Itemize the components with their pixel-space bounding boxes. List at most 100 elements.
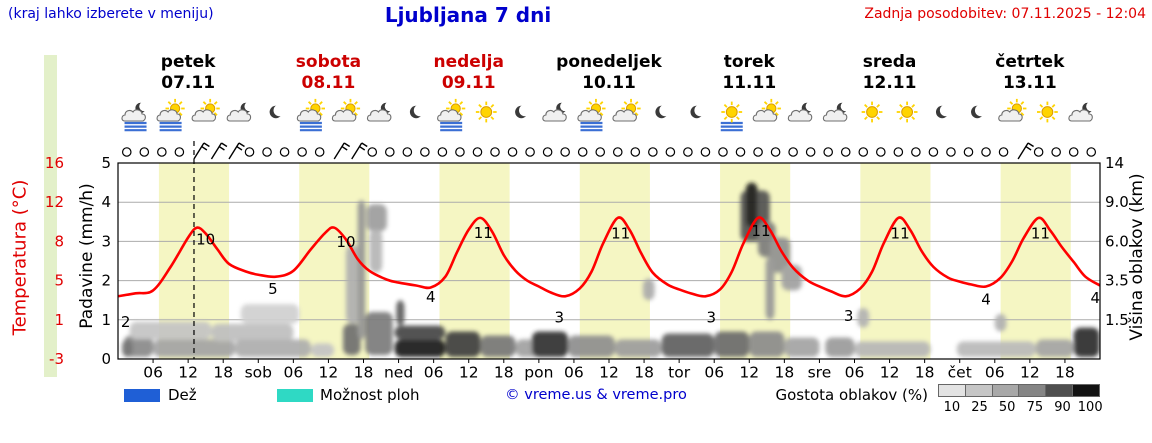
sky-cover-circle (665, 147, 676, 157)
sky-cover-circle (525, 147, 535, 157)
cloud-blob (661, 333, 715, 358)
x-tick-label: 12 (178, 364, 198, 382)
sky-cover-circle (911, 147, 921, 157)
day-name: sobota (296, 52, 361, 72)
sky-cover-circle (157, 147, 167, 157)
cloud-blob (310, 343, 335, 358)
temp-point-label: 3 (555, 308, 565, 326)
weather-icon (191, 98, 220, 122)
sky-cover-row (121, 142, 1097, 160)
sky-cover-circle (630, 147, 641, 157)
credit-link[interactable]: © vreme.us & vreme.pro (505, 387, 687, 403)
day-name: petek (161, 52, 216, 72)
temp-tick-label: -3 (49, 350, 64, 368)
cloud-icon (752, 109, 778, 122)
x-tick-label: 12 (880, 364, 900, 382)
cloud-blob (765, 257, 775, 320)
sun-icon (725, 106, 738, 118)
temp-tick-label: 8 (54, 232, 64, 250)
x-tick-label: tor (668, 364, 691, 382)
cloud-blob (1073, 327, 1100, 358)
x-tick-label: ned (384, 364, 413, 382)
weather-icon (690, 104, 706, 119)
sky-cover-circle (893, 147, 904, 157)
cloud-blob (366, 204, 387, 232)
temperature-point-labels: 2 10 5 10 4 11 3 11 3 11 3 11 4 11 4 (121, 222, 1100, 331)
showers-legend-label: Možnost ploh (320, 386, 420, 404)
sky-cover-circle (1068, 147, 1079, 157)
temp-point-label: 4 (981, 290, 991, 308)
cloud-blob (234, 339, 311, 358)
last-update-text: Zadnja posodobitev: 07.11.2025 - 12:04 (864, 6, 1146, 22)
temp-point-label: 11 (891, 225, 910, 243)
cloud-blob (825, 337, 855, 358)
showers-legend-swatch (277, 389, 313, 402)
sky-cover-circle (367, 147, 378, 157)
cloud-blob (480, 335, 516, 358)
day-band (579, 163, 650, 359)
cloud-icon (366, 109, 392, 122)
sky-cover-circle (1051, 147, 1061, 157)
density-tick-label: 25 (971, 400, 988, 415)
cloud-height-tick-label: 3.5 (1105, 272, 1129, 290)
day-date: 11.11 (722, 73, 776, 93)
precip-tick-label: 0 (101, 350, 111, 368)
sky-cover-circle (840, 147, 851, 157)
sky-cover-circle (683, 147, 693, 157)
location-hint: (kraj lahko izberete v meniju) (8, 6, 214, 22)
wind-barb-icon (351, 142, 368, 160)
cloud-blob (240, 304, 300, 324)
sky-cover-circle (998, 147, 1009, 157)
weather-icon (1036, 101, 1058, 123)
sky-cover-circle (735, 147, 746, 157)
precip-tick-label: 3 (101, 232, 111, 250)
cloud-blob (369, 229, 383, 273)
density-cell (1018, 384, 1047, 397)
cloud-blob (857, 308, 870, 328)
sky-cover-circle (700, 147, 711, 157)
density-tick-label: 100 (1077, 400, 1103, 415)
weather-icon (515, 104, 531, 119)
x-tick-label: 18 (354, 364, 374, 382)
sky-cover-circle (262, 147, 272, 157)
sky-cover-circle (139, 147, 150, 157)
cloud-blob (642, 278, 655, 301)
x-tick-label: 18 (915, 364, 935, 382)
temp-point-label: 11 (474, 224, 493, 242)
sun-icon (480, 106, 493, 118)
sky-cover-circle (981, 147, 991, 157)
sky-cover-circle (577, 147, 588, 157)
day-name: torek (724, 52, 776, 72)
sun-icon (1041, 106, 1054, 118)
weather-icon (935, 104, 952, 119)
sky-cover-circle (174, 147, 185, 157)
day-name: ponedeljek (556, 52, 662, 72)
density-cell (991, 384, 1020, 397)
weather-icon (612, 98, 641, 122)
sky-cover-circle (472, 147, 483, 157)
weather-icon (296, 98, 325, 132)
cloud-icon (1068, 109, 1093, 122)
density-cell (1045, 384, 1074, 397)
sky-cover-circle (507, 147, 518, 157)
cloud-icon (226, 109, 252, 122)
precip-tick-label: 1 (101, 311, 111, 329)
density-tick-label: 75 (1026, 400, 1044, 415)
temp-tick-label: 1 (54, 311, 64, 329)
cloud-icon (612, 109, 637, 122)
cloud-icon (822, 109, 848, 122)
wind-barb-icon (333, 142, 351, 160)
day-band (439, 163, 510, 359)
sky-cover-circle (385, 147, 395, 157)
temp-tick-label: 12 (45, 193, 64, 211)
weather-icon (542, 101, 570, 122)
cloud-blob (994, 313, 1007, 332)
cloud-icon (577, 109, 602, 122)
weather-icon (787, 101, 816, 122)
x-tick-label: sob (245, 364, 272, 382)
cloud-blob (343, 323, 361, 356)
weather-icon (720, 101, 743, 132)
